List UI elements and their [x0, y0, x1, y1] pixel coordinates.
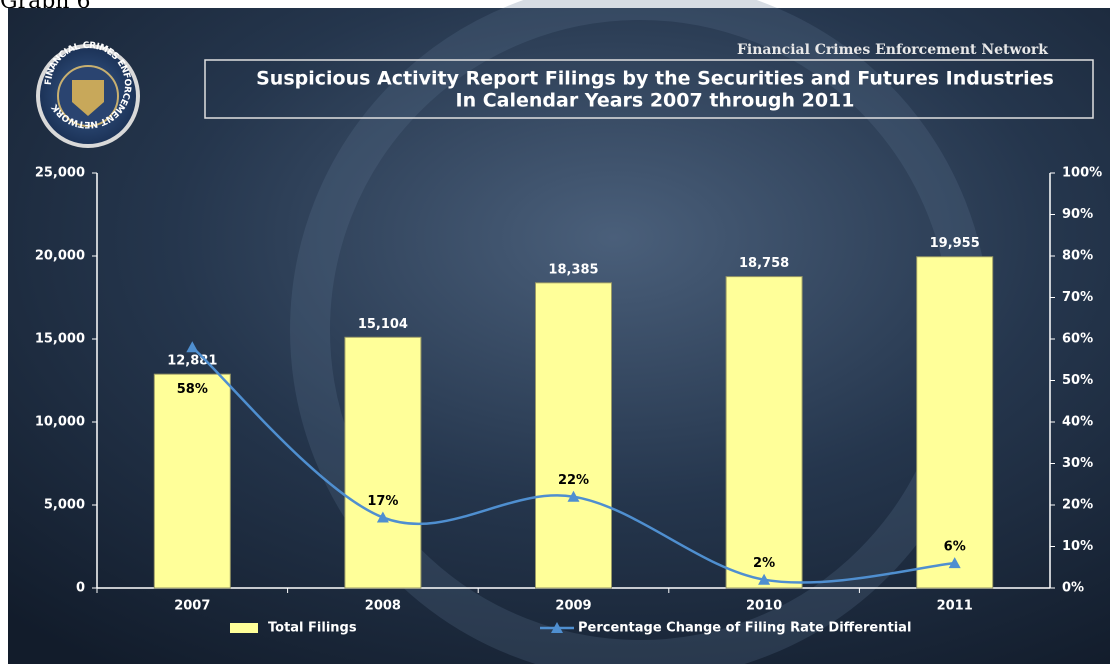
line-marker [948, 557, 961, 569]
bar-value-label: 15,104 [358, 317, 408, 332]
y-tick-label: 10,000 [35, 415, 85, 430]
y-tick-label: 20,000 [35, 249, 85, 264]
y2-tick-label: 90% [1062, 207, 1093, 222]
logo-shield [72, 80, 104, 116]
line-marker [567, 490, 580, 502]
line-value-label: 58% [177, 382, 208, 397]
y-tick-label: 25,000 [35, 166, 85, 181]
bar-value-label: 18,385 [548, 262, 598, 277]
y2-tick-label: 20% [1062, 498, 1093, 513]
x-tick-label: 2008 [365, 599, 401, 614]
chart-title: In Calendar Years 2007 through 2011 [456, 90, 855, 112]
chart-title: Suspicious Activity Report Filings by th… [256, 68, 1054, 90]
y-tick-label: 5,000 [44, 498, 85, 513]
legend-label: Total Filings [268, 621, 357, 636]
y2-tick-label: 100% [1062, 166, 1102, 181]
bar [344, 336, 422, 589]
x-tick-label: 2009 [555, 599, 591, 614]
y2-tick-label: 40% [1062, 415, 1093, 430]
y2-tick-label: 50% [1062, 373, 1093, 388]
title-box [204, 59, 1094, 119]
line-marker [758, 573, 771, 585]
y2-tick-label: 0% [1062, 581, 1084, 596]
x-tick-label: 2010 [746, 599, 782, 614]
y2-tick-label: 30% [1062, 456, 1093, 471]
y-tick-label: 0 [76, 581, 85, 596]
bar-value-label: 19,955 [930, 236, 980, 251]
bar-value-label: 18,758 [739, 256, 789, 271]
y2-tick-label: 10% [1062, 539, 1093, 554]
legend-marker [551, 622, 563, 633]
x-tick-label: 2011 [937, 599, 973, 614]
line-value-label: 22% [558, 473, 589, 488]
line [191, 346, 955, 584]
y2-tick-label: 60% [1062, 332, 1093, 347]
x-tick-label: 2007 [174, 599, 210, 614]
legend-label: Percentage Change of Filing Rate Differe… [578, 621, 911, 636]
bar [153, 373, 231, 589]
bar-value-label: 12,881 [167, 354, 217, 369]
bar [725, 276, 803, 589]
line-value-label: 6% [944, 540, 966, 555]
bar [535, 282, 612, 589]
line-marker [186, 341, 199, 353]
line-value-label: 2% [753, 556, 775, 571]
header: Financial Crimes Enforcement Network [737, 42, 1048, 58]
y2-tick-label: 70% [1062, 290, 1093, 305]
y-tick-label: 15,000 [35, 332, 85, 347]
line-value-label: 17% [367, 494, 398, 509]
y2-tick-label: 80% [1062, 249, 1093, 264]
logo: FINANCIAL CRIMES ENFORCEMENT NETWORK [36, 40, 140, 148]
line-marker [376, 511, 389, 523]
bar [916, 256, 994, 589]
legend-swatch [230, 623, 258, 633]
